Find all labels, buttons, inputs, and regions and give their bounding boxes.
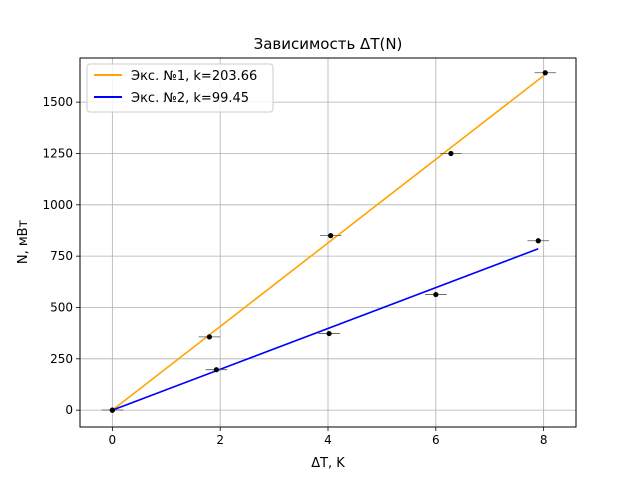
data-point (535, 238, 541, 244)
data-point (448, 150, 454, 157)
x-tick-label: 0 (109, 433, 117, 447)
data-points (109, 70, 548, 413)
legend-label-series-2: Экс. №2, k=99.45 (131, 91, 249, 106)
y-tick-label: 250 (50, 352, 73, 366)
data-point (433, 291, 439, 298)
y-tick-label: 500 (50, 300, 73, 314)
axis-ticks: 0 2 4 6 8 0 250 500 750 1000 1250 1500 (42, 95, 547, 447)
x-tick-label: 4 (324, 433, 332, 447)
y-tick-label: 1000 (42, 198, 73, 212)
y-tick-label: 1250 (42, 146, 73, 160)
legend: Экс. №1, k=203.66 Экс. №2, k=99.45 (86, 63, 274, 113)
y-tick-label: 1500 (42, 95, 73, 109)
x-tick-label: 6 (432, 433, 440, 447)
series-line-2 (112, 248, 539, 411)
x-axis-label: ΔT, K (311, 456, 345, 471)
chart-title: Зависимость ΔT(N) (254, 35, 403, 53)
x-tick-label: 8 (540, 433, 548, 447)
data-point (542, 70, 548, 76)
series-lines (111, 73, 546, 411)
legend-box (86, 63, 274, 113)
y-tick-label: 750 (50, 249, 73, 263)
data-point (328, 233, 334, 239)
legend-label-series-1: Экс. №1, k=203.66 (131, 69, 257, 84)
series-line-1 (111, 73, 546, 411)
data-point (206, 334, 212, 340)
data-point (326, 330, 332, 337)
y-axis-label: N, мВт (16, 219, 31, 264)
x-tick-label: 2 (216, 433, 224, 447)
data-point (109, 407, 115, 413)
data-point (213, 367, 219, 373)
y-tick-label: 0 (65, 403, 73, 417)
